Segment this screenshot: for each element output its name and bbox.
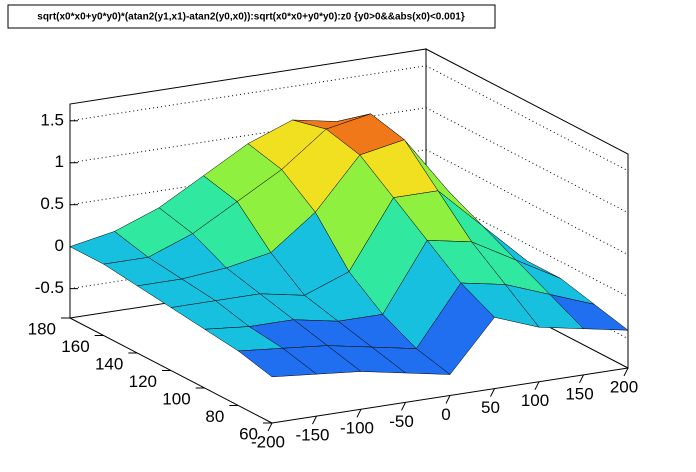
x-tick xyxy=(401,402,406,411)
x-tick xyxy=(356,409,362,418)
x-tick xyxy=(579,374,584,384)
grid-line xyxy=(69,65,427,122)
y-tick-label: 120 xyxy=(129,372,157,391)
x-tick xyxy=(445,395,451,404)
title-box xyxy=(7,4,496,29)
x-tick xyxy=(534,381,540,390)
y-tick-label: 140 xyxy=(95,354,123,373)
x-tick-label: -200 xyxy=(251,432,285,451)
x-tick-label: -50 xyxy=(389,412,414,431)
z-tick-label: 0.5 xyxy=(40,194,64,213)
x-tick-label: 200 xyxy=(610,377,638,396)
x-tick-label: -100 xyxy=(340,419,374,438)
y-tick-label: 100 xyxy=(162,389,190,408)
y-tick-label: 80 xyxy=(205,407,224,426)
z-tick-label: -0.5 xyxy=(35,278,64,297)
y-tick-label: 180 xyxy=(28,319,56,338)
x-tick xyxy=(312,415,317,425)
grid-line xyxy=(425,65,629,172)
z-tick-label: 1.5 xyxy=(40,110,64,129)
x-tick-label: -150 xyxy=(295,426,329,445)
grid-line xyxy=(425,107,629,214)
x-tick xyxy=(267,422,273,432)
z-tick-label: 0 xyxy=(55,236,64,255)
x-tick-label: 100 xyxy=(521,391,549,410)
x-tick-label: 50 xyxy=(481,398,500,417)
chart-title: sqrt(x0*x0+y0*y0)*(atan2(y1,x1)-atan2(y0… xyxy=(37,12,465,23)
x-tick xyxy=(490,388,495,397)
surface-cell xyxy=(237,348,318,378)
z-tick-label: 1 xyxy=(55,152,64,171)
x-tick xyxy=(623,367,629,377)
x-tick-label: 0 xyxy=(441,405,450,424)
x-tick-label: 150 xyxy=(565,384,593,403)
y-tick-label: 160 xyxy=(61,337,89,356)
y-tick-label: 60 xyxy=(239,424,258,443)
